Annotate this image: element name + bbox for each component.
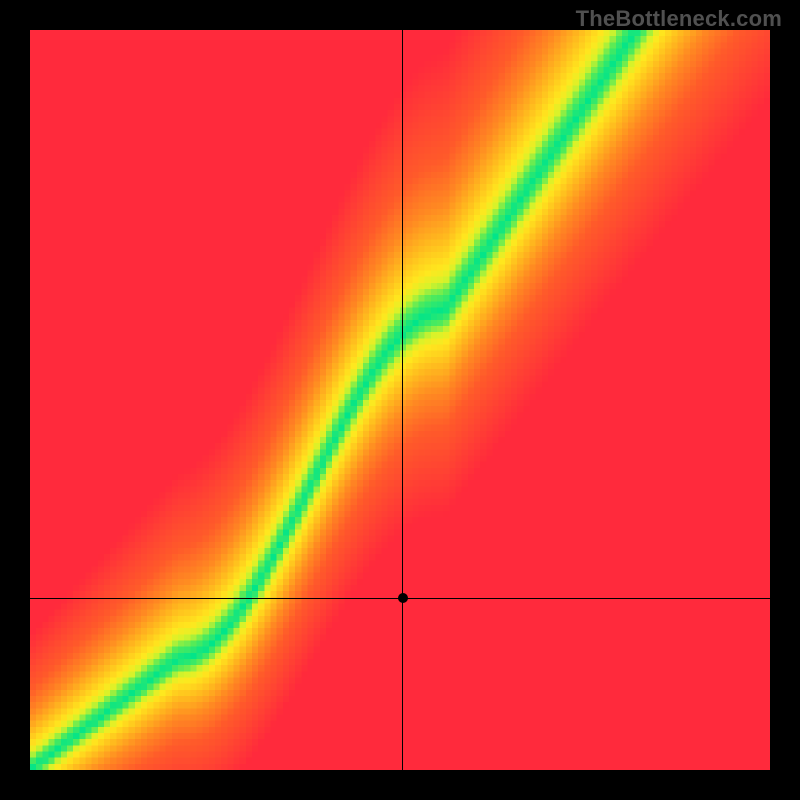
bottleneck-heatmap bbox=[30, 30, 770, 770]
watermark-text: TheBottleneck.com bbox=[576, 6, 782, 32]
chart-container: TheBottleneck.com bbox=[0, 0, 800, 800]
crosshair-vertical bbox=[402, 30, 403, 770]
